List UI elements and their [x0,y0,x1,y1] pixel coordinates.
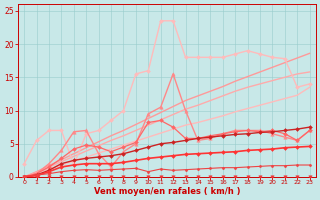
X-axis label: Vent moyen/en rafales ( km/h ): Vent moyen/en rafales ( km/h ) [94,187,240,196]
